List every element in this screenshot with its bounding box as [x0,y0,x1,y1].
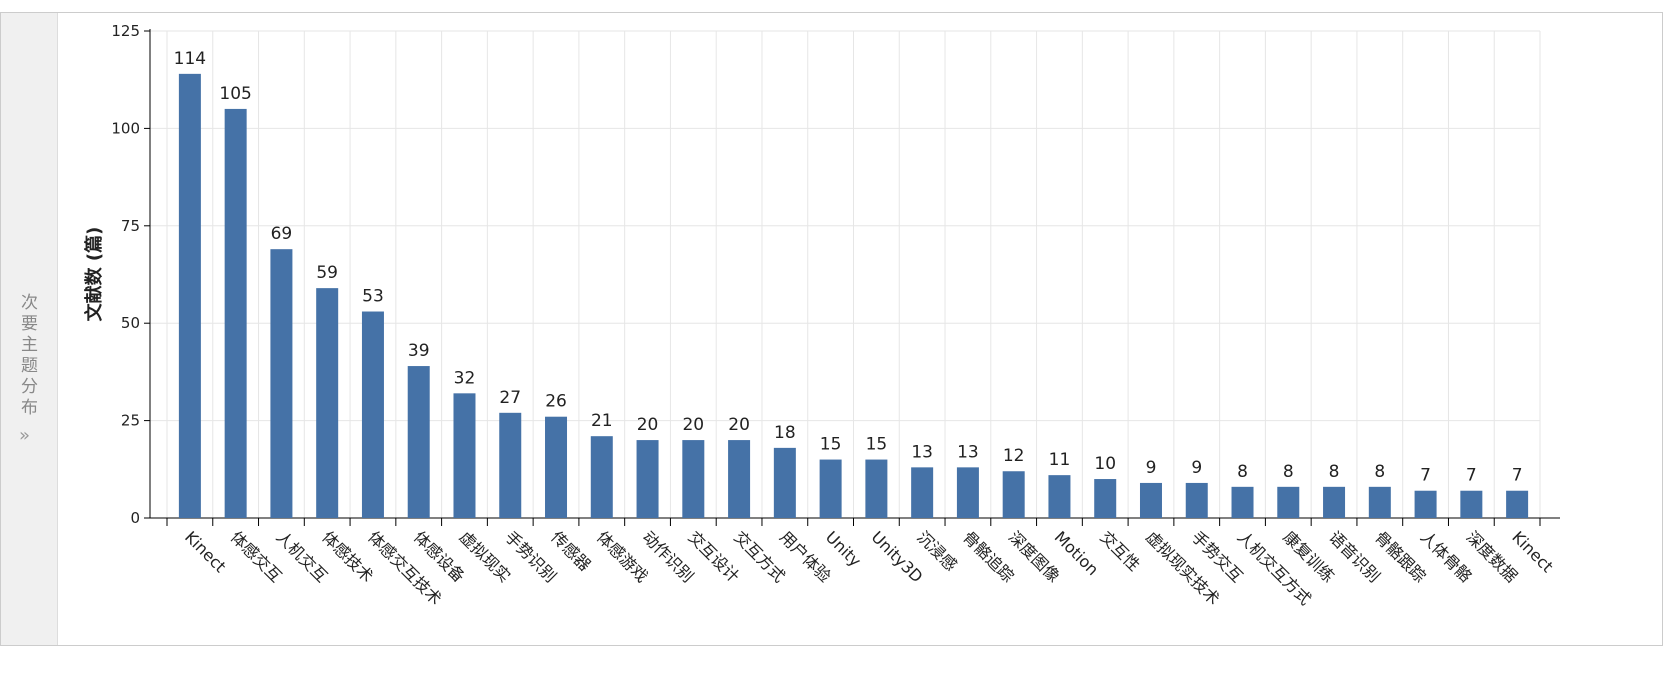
bar [1460,490,1483,518]
value-label: 7 [1420,466,1431,486]
bar [224,108,247,519]
bar [636,440,659,518]
value-label: 69 [271,224,293,244]
bar [590,436,613,518]
x-tick-label: 交互性 [1096,527,1143,574]
value-label: 105 [219,84,251,104]
value-label: 114 [174,49,206,69]
value-label: 18 [774,423,796,443]
bar [545,416,568,518]
x-tick-label: Unity [822,527,865,570]
value-label: 39 [408,341,430,361]
chart: 文献数 (篇) 0255075100125Kinect114体感交互105人机交… [83,22,1560,609]
bar [865,459,888,518]
value-label: 11 [1049,450,1071,470]
bar [1277,486,1300,518]
bar [453,393,476,518]
value-label: 20 [728,415,750,435]
bar [1323,486,1346,518]
bar [316,288,339,518]
value-label: 26 [545,392,567,412]
expand-icon[interactable]: » [19,425,31,446]
value-label: 7 [1466,466,1477,486]
value-label: 8 [1283,462,1294,482]
bar [1048,475,1071,518]
value-label: 59 [316,263,338,283]
bar [1094,479,1117,518]
bar [728,440,751,518]
y-tick-label: 75 [121,217,140,235]
bar [1139,482,1162,518]
value-label: 9 [1191,458,1202,478]
bar [1414,490,1437,518]
bar [1002,471,1025,518]
value-label: 10 [1094,454,1116,474]
panel: 次要主题分布 » [0,12,1663,646]
value-label: 13 [911,442,933,462]
value-label: 53 [362,287,384,307]
y-tick-label: 0 [130,509,140,527]
value-label: 15 [820,435,842,455]
value-label: 12 [1003,446,1025,466]
value-label: 9 [1146,458,1157,478]
y-tick-label: 50 [121,314,140,332]
bar [682,440,705,518]
bar [1231,486,1254,518]
value-label: 8 [1237,462,1248,482]
bar [1506,490,1529,518]
bar [178,73,201,518]
bar [819,459,842,518]
y-tick-label: 125 [111,22,140,40]
value-label: 15 [866,435,888,455]
bar [361,311,384,518]
value-label: 20 [637,415,659,435]
value-label: 20 [682,415,704,435]
value-label: 21 [591,411,613,431]
bar [1368,486,1391,518]
sidebar-tab[interactable]: 次要主题分布 » [1,13,58,645]
bar [407,366,430,518]
bar [270,249,293,518]
y-tick-label: 100 [111,119,140,137]
bar [911,467,934,518]
y-tick-label: 25 [121,412,140,430]
bar [499,412,522,518]
value-label: 27 [499,388,521,408]
value-label: 8 [1329,462,1340,482]
bar [773,447,796,518]
value-label: 13 [957,442,979,462]
bar [1185,482,1208,518]
y-axis-label: 文献数 (篇) [83,227,105,322]
value-label: 32 [454,368,476,388]
value-label: 7 [1512,466,1523,486]
x-tick-label: Kinect [181,527,230,576]
value-label: 8 [1374,462,1385,482]
sidebar-title[interactable]: 次要主题分布 [21,293,38,418]
bar [956,467,979,518]
